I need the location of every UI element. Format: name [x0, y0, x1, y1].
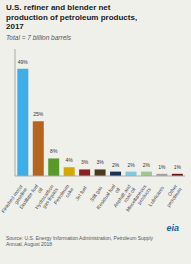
- svg-text:3%: 3%: [96, 159, 104, 165]
- svg-text:8%: 8%: [50, 148, 58, 154]
- svg-text:25%: 25%: [33, 111, 44, 117]
- svg-text:1%: 1%: [158, 164, 166, 170]
- svg-text:Otherpetroleum: Otherpetroleum: [161, 183, 183, 208]
- svg-text:2%: 2%: [143, 161, 151, 167]
- svg-text:Miscellaneousproducts: Miscellaneousproducts: [124, 183, 152, 216]
- svg-text:1%: 1%: [174, 164, 182, 170]
- svg-text:49%: 49%: [18, 58, 29, 64]
- svg-text:2%: 2%: [112, 161, 120, 167]
- svg-text:3%: 3%: [81, 159, 89, 165]
- svg-text:4%: 4%: [66, 157, 74, 163]
- svg-text:Jet fuel: Jet fuel: [74, 185, 88, 202]
- svg-text:2%: 2%: [127, 161, 135, 167]
- svg-text:Lubricants: Lubricants: [147, 184, 165, 207]
- svg-text:Petroleumcoke: Petroleumcoke: [52, 183, 75, 208]
